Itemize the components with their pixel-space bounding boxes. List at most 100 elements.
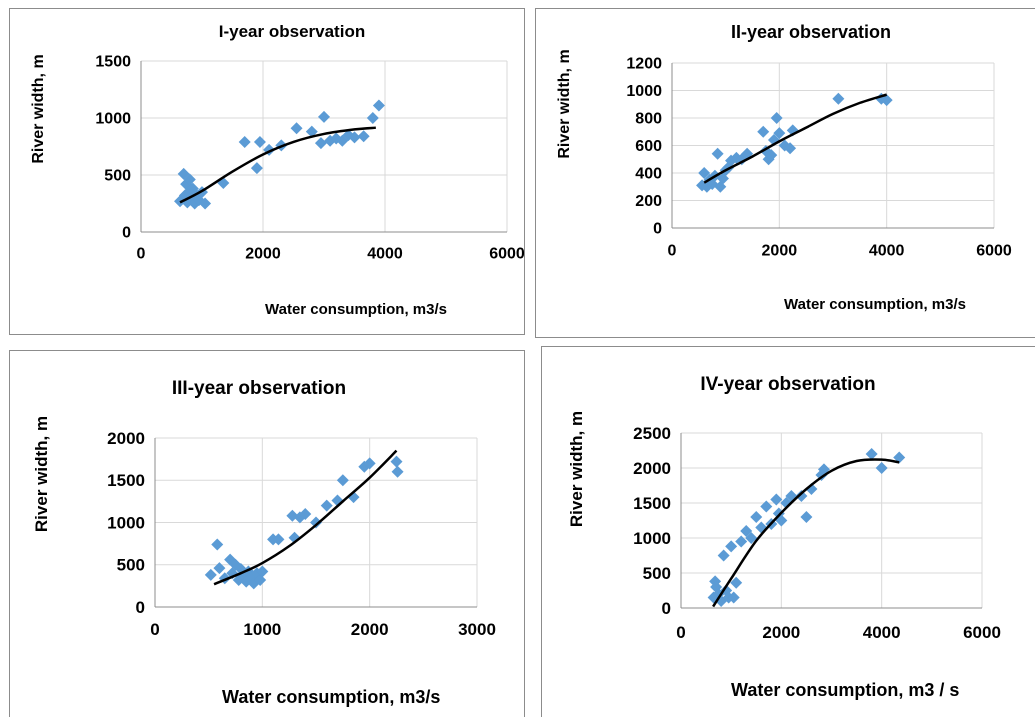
y-tick-label: 2500 [633, 424, 671, 443]
data-point [745, 532, 758, 544]
data-point [390, 455, 403, 468]
data-point [342, 129, 355, 142]
x-tick-label: 3000 [458, 620, 496, 639]
chart-panel-year-4: 0 500 1000 1500 2000 2500 0 2000 4000 6000 IV-year… [541, 346, 1035, 717]
data-point [880, 94, 893, 107]
data-point [795, 490, 808, 502]
data-point [238, 135, 251, 148]
chart-svg: 0 500 1000 1500 2000 2500 0 2000 4000 6000 IV-year… [567, 374, 1001, 700]
data-point [336, 474, 349, 487]
x-tick-label: 6000 [489, 246, 525, 263]
data-point [750, 511, 763, 523]
y-tick-label: 0 [122, 225, 131, 242]
chart-title: III-year observation [172, 378, 346, 399]
chart-title: IV-year observation [700, 374, 875, 395]
data-point [709, 575, 722, 588]
trendline [213, 449, 398, 586]
x-tick-label: 0 [150, 620, 159, 639]
x-axis-label: Water consumption, m3/s [265, 301, 447, 318]
data-point [183, 173, 196, 186]
data-point [735, 535, 748, 548]
data-point [288, 531, 301, 544]
data-point [773, 127, 786, 140]
data-point [717, 549, 730, 562]
data-point [727, 591, 740, 604]
data-point [778, 139, 791, 152]
x-tick-label: 2000 [762, 243, 798, 260]
y-tick-label: 1500 [633, 494, 671, 513]
data-point [720, 584, 733, 597]
y-tick-label: 1000 [95, 111, 131, 128]
chart-panel-year-2: 0 200 400 600 800 1000 1200 0 2000 4000 6000 II-yea… [535, 8, 1035, 338]
y-tick-label: 200 [635, 193, 662, 210]
data-point [785, 490, 798, 502]
data-point [247, 577, 260, 590]
data-point [770, 493, 783, 506]
data-point [357, 130, 370, 143]
data-point [725, 540, 738, 553]
chart-svg: 0 500 1000 1500 2000 0 1000 2000 3000 III-year ob… [32, 378, 496, 707]
data-point [759, 145, 772, 157]
data-point [832, 92, 845, 105]
y-tick-label: 400 [635, 166, 662, 183]
data-point [254, 573, 267, 586]
y-tick-label: 0 [653, 221, 662, 238]
data-point [800, 511, 813, 523]
data-point [314, 137, 327, 150]
data-point [775, 514, 788, 527]
y-tick-label: 500 [117, 556, 145, 575]
data-point [204, 568, 217, 581]
chart-panel-year-3: 0 500 1000 1500 2000 0 1000 2000 3000 III-year ob… [9, 350, 525, 717]
data-point [320, 499, 333, 512]
chart-title: I-year observation [219, 22, 365, 41]
chart-title: II-year observation [731, 22, 891, 42]
data-point [256, 565, 269, 578]
data-point [698, 167, 711, 179]
data-point [767, 134, 780, 146]
data-point [199, 197, 212, 210]
data-point [299, 508, 312, 521]
data-point [272, 533, 285, 546]
x-axis-label: Water consumption, m3/s [784, 296, 966, 313]
y-tick-label: 1000 [107, 513, 145, 532]
data-point [211, 538, 224, 551]
y-axis-label: River width, m [567, 411, 586, 527]
y-axis-label: River width, m [30, 54, 47, 163]
data-point [865, 448, 878, 460]
data-point [765, 149, 778, 162]
data-point [218, 572, 231, 585]
data-point [760, 500, 773, 513]
y-tick-label: 1000 [633, 529, 671, 548]
y-tick-label: 2000 [107, 429, 145, 448]
data-point [366, 112, 379, 124]
data-point [875, 462, 888, 474]
y-tick-label: 800 [635, 111, 662, 128]
y-axis-label: River width, m [32, 416, 51, 532]
x-axis-label: Water consumption, m3 / s [731, 680, 959, 700]
data-point [372, 99, 385, 112]
trendline [179, 126, 376, 204]
data-point [213, 562, 226, 575]
data-point [363, 457, 376, 470]
data-point [290, 122, 303, 135]
chart-panel-year-1: 0 500 1000 1500 0 2000 4000 6000 I-year observat… [9, 8, 525, 335]
chart-svg: 0 200 400 600 800 1000 1200 0 2000 4000 6000 II-yea… [556, 22, 1012, 313]
x-tick-label: 0 [137, 246, 146, 263]
data-point [740, 525, 753, 537]
data-point [755, 521, 768, 534]
data-point [730, 576, 743, 589]
data-point [757, 125, 770, 138]
x-tick-label: 4000 [863, 623, 901, 642]
y-tick-label: 1000 [626, 83, 662, 100]
x-tick-label: 0 [676, 623, 685, 642]
y-tick-label: 1500 [107, 471, 145, 490]
data-point [696, 179, 709, 192]
data-point [730, 151, 743, 164]
x-tick-label: 4000 [869, 243, 905, 260]
y-tick-label: 0 [136, 598, 145, 617]
trendline [712, 458, 900, 608]
data-point [772, 507, 785, 520]
y-axis-label: River width, m [556, 49, 573, 158]
y-tick-label: 500 [104, 168, 131, 185]
y-tick-label: 1200 [626, 56, 662, 73]
